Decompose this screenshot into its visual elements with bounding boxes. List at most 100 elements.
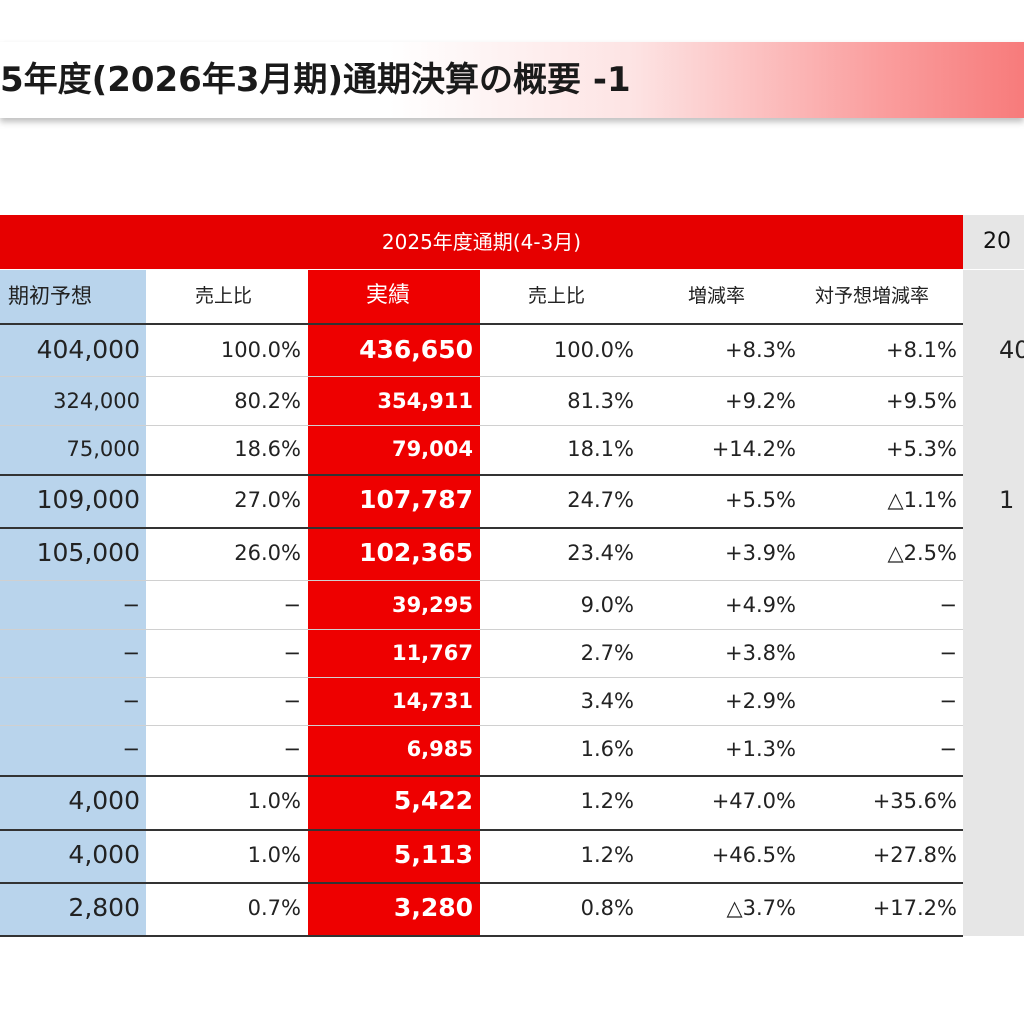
group-divider: [0, 829, 963, 831]
cell-vs-forecast: △1.1%: [887, 488, 957, 512]
forecast-header: 期初予想: [8, 284, 92, 308]
cell-actual-ratio: 23.4%: [567, 541, 634, 565]
cell-forecast-ratio: 100.0%: [220, 338, 301, 362]
cell-forecast-ratio: 27.0%: [234, 488, 301, 512]
cell-vs-forecast: +35.6%: [872, 789, 957, 813]
cell-forecast: 404,000: [36, 335, 140, 364]
cell-actual: 436,650: [359, 335, 473, 364]
group-divider: [0, 882, 963, 884]
cell-forecast-ratio: 80.2%: [234, 389, 301, 413]
cell-forecast: −: [122, 641, 140, 665]
cell-vs-forecast: −: [939, 641, 957, 665]
row-divider: [0, 580, 963, 581]
cell-forecast: 4,000: [68, 786, 140, 815]
cell-actual: 14,731: [391, 689, 473, 713]
cell-actual-ratio: 1.2%: [580, 843, 634, 867]
cell-actual-ratio: 24.7%: [567, 488, 634, 512]
cell-forecast: −: [122, 737, 140, 761]
cell-actual-ratio: 100.0%: [553, 338, 634, 362]
cell-yoy: +14.2%: [711, 437, 796, 461]
cell-vs-forecast: +5.3%: [886, 437, 957, 461]
cell-actual-ratio: 1.6%: [580, 737, 634, 761]
cell-vs-forecast: +8.1%: [886, 338, 957, 362]
cell-vs-forecast: +9.5%: [886, 389, 957, 413]
cell-vs-forecast: △2.5%: [887, 541, 957, 565]
cell-actual-ratio: 18.1%: [567, 437, 634, 461]
cell-actual-ratio: 2.7%: [580, 641, 634, 665]
cell-actual: 5,113: [393, 840, 473, 869]
forecast-column-bg: [0, 270, 146, 936]
cell-actual: 107,787: [359, 485, 473, 514]
cell-actual-ratio: 0.8%: [580, 896, 634, 920]
cell-forecast: 109,000: [36, 485, 140, 514]
cell-yoy: +46.5%: [711, 843, 796, 867]
title-band: 5年度(2026年3月期)通期決算の概要 -1: [0, 42, 1024, 118]
cell-vs-forecast: −: [939, 593, 957, 617]
cell-actual-ratio: 9.0%: [580, 593, 634, 617]
cell-actual: 79,004: [391, 437, 473, 461]
vs-forecast-header: 対予想増減率: [815, 285, 930, 307]
cell-forecast-ratio: −: [283, 593, 301, 617]
cell-forecast: 105,000: [36, 538, 140, 567]
page-title: 5年度(2026年3月期)通期決算の概要 -1: [0, 60, 631, 100]
cell-yoy: +4.9%: [725, 593, 796, 617]
cell-yoy: △3.7%: [726, 896, 796, 920]
cell-actual: 5,422: [393, 786, 473, 815]
row-divider: [0, 725, 963, 726]
cell-prior: 40: [999, 336, 1024, 364]
cell-forecast-ratio: 18.6%: [234, 437, 301, 461]
group-divider: [0, 527, 963, 529]
row-divider: [0, 376, 963, 377]
cell-forecast: 4,000: [68, 840, 140, 869]
prior-period-header: 20: [963, 215, 1024, 269]
cell-forecast: −: [122, 593, 140, 617]
cell-actual: 39,295: [391, 593, 473, 617]
main-period-header: 2025年度通期(4-3月): [0, 215, 963, 269]
cell-forecast-ratio: −: [283, 689, 301, 713]
cell-vs-forecast: −: [939, 737, 957, 761]
yoy-header: 増減率: [688, 285, 746, 307]
cell-actual-ratio: 1.2%: [580, 789, 634, 813]
cell-actual-ratio: 81.3%: [567, 389, 634, 413]
cell-yoy: +8.3%: [725, 338, 796, 362]
cell-actual: 102,365: [359, 538, 473, 567]
cell-yoy: +1.3%: [725, 737, 796, 761]
cell-yoy: +3.8%: [725, 641, 796, 665]
cell-vs-forecast: +17.2%: [872, 896, 957, 920]
cell-prior: 1: [999, 486, 1015, 514]
cell-actual-ratio: 3.4%: [580, 689, 634, 713]
cell-forecast: 324,000: [53, 389, 140, 413]
cell-forecast: 75,000: [66, 437, 140, 461]
group-divider: [0, 935, 963, 937]
cell-yoy: +9.2%: [725, 389, 796, 413]
cell-yoy: +47.0%: [711, 789, 796, 813]
cell-forecast-ratio: 1.0%: [247, 789, 301, 813]
row-divider: [0, 629, 963, 630]
cell-forecast: 2,800: [68, 893, 140, 922]
cell-forecast-ratio: −: [283, 737, 301, 761]
actual-column-bg: [308, 270, 480, 936]
cell-yoy: +3.9%: [725, 541, 796, 565]
cell-yoy: +5.5%: [725, 488, 796, 512]
cell-actual: 354,911: [377, 389, 473, 413]
cell-forecast: −: [122, 689, 140, 713]
group-divider: [0, 474, 963, 476]
cell-yoy: +2.9%: [725, 689, 796, 713]
forecast-ratio-header: 売上比: [195, 285, 253, 307]
prior-year-column-bg: [963, 270, 1024, 936]
actual-header: 実績: [366, 283, 411, 308]
cell-vs-forecast: −: [939, 689, 957, 713]
cell-actual: 11,767: [391, 641, 473, 665]
cell-actual: 3,280: [393, 893, 473, 922]
actual-ratio-header: 売上比: [528, 285, 586, 307]
group-divider: [0, 323, 963, 325]
row-divider: [0, 677, 963, 678]
cell-forecast-ratio: −: [283, 641, 301, 665]
cell-forecast-ratio: 0.7%: [247, 896, 301, 920]
group-divider: [0, 775, 963, 777]
cell-forecast-ratio: 1.0%: [247, 843, 301, 867]
cell-actual: 6,985: [406, 737, 473, 761]
cell-vs-forecast: +27.8%: [872, 843, 957, 867]
row-divider: [0, 425, 963, 426]
cell-forecast-ratio: 26.0%: [234, 541, 301, 565]
